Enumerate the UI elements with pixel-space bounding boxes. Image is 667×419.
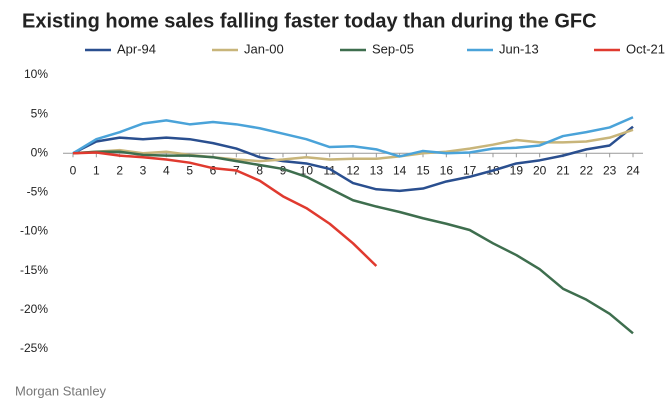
x-tick-label: 21 (556, 163, 570, 177)
line (72, 150, 634, 335)
x-tick-label: 4 (163, 163, 170, 177)
source: Morgan Stanley (15, 383, 107, 398)
line (72, 128, 634, 163)
line (72, 116, 634, 158)
x-tick-label: 16 (440, 163, 454, 177)
x-tick-label: 8 (256, 163, 263, 177)
legend-label: Oct-21 (626, 41, 665, 56)
x-tick-label: 10 (300, 163, 314, 177)
x-tick-label: 12 (346, 163, 360, 177)
legend-label: Apr-94 (117, 41, 156, 56)
y-tick-label: -20% (20, 302, 48, 316)
y-tick-label: 10% (24, 67, 48, 81)
y-tick-label: -25% (20, 341, 48, 355)
y-tick-label: -15% (20, 263, 48, 277)
x-tick-label: 2 (116, 163, 123, 177)
x-tick-label: 1 (93, 163, 100, 177)
y-tick-label: -10% (20, 224, 48, 238)
line (72, 125, 634, 193)
x-tick-label: 15 (416, 163, 430, 177)
x-tick-label: 22 (580, 163, 594, 177)
legend-label: Sep-05 (372, 41, 414, 56)
x-tick-label: 9 (280, 163, 287, 177)
y-tick-label: -5% (27, 185, 49, 199)
x-tick-label: 20 (533, 163, 547, 177)
x-tick-label: 19 (510, 163, 524, 177)
x-tick-label: 6 (210, 163, 217, 177)
x-tick-label: 0 (70, 163, 77, 177)
chart-title: Existing home sales falling faster today… (22, 10, 597, 32)
x-tick-label: 14 (393, 163, 407, 177)
y-tick-label: 0% (31, 145, 49, 159)
legend-label: Jun-13 (499, 41, 539, 56)
y-tick-label: 5% (31, 106, 49, 120)
x-tick-label: 13 (370, 163, 384, 177)
legend-label: Jan-00 (244, 41, 284, 56)
x-tick-label: 23 (603, 163, 617, 177)
x-tick-label: 5 (186, 163, 193, 177)
x-tick-label: 3 (140, 163, 147, 177)
x-tick-label: 17 (463, 163, 477, 177)
line (72, 151, 378, 267)
x-tick-label: 24 (626, 163, 640, 177)
